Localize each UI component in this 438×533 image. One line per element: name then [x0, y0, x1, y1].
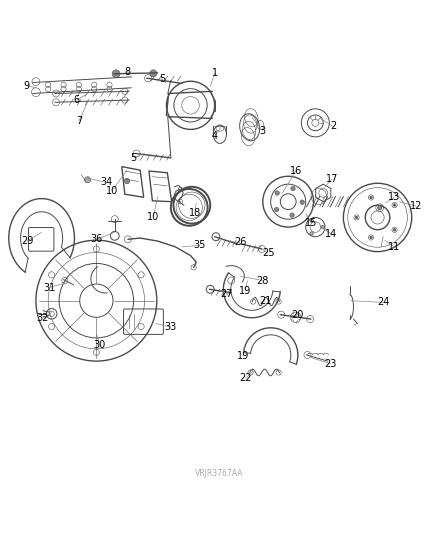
Text: 27: 27 [221, 289, 233, 298]
Circle shape [310, 232, 314, 235]
Circle shape [274, 207, 279, 212]
Circle shape [85, 177, 91, 183]
Text: 14: 14 [325, 229, 337, 239]
Text: 9: 9 [23, 80, 29, 91]
Circle shape [370, 196, 372, 199]
Text: 23: 23 [325, 359, 337, 369]
Text: 5: 5 [159, 74, 165, 84]
Text: 26: 26 [234, 237, 246, 247]
Text: 1: 1 [212, 68, 218, 78]
Circle shape [291, 187, 295, 191]
Circle shape [378, 206, 382, 210]
Text: 19: 19 [237, 351, 249, 361]
Text: 25: 25 [262, 248, 274, 259]
Text: 20: 20 [292, 310, 304, 320]
Circle shape [393, 229, 396, 231]
Text: 5: 5 [131, 153, 137, 163]
Circle shape [393, 204, 396, 206]
Text: 33: 33 [165, 322, 177, 332]
Text: 13: 13 [388, 192, 400, 203]
Text: 29: 29 [21, 236, 33, 246]
Text: 17: 17 [326, 174, 338, 184]
Text: 2: 2 [330, 122, 336, 131]
Text: 32: 32 [37, 313, 49, 323]
Circle shape [300, 200, 304, 204]
Text: 28: 28 [257, 276, 269, 286]
Text: 16: 16 [290, 166, 302, 176]
Text: 36: 36 [90, 235, 102, 244]
Text: 11: 11 [388, 242, 400, 252]
Text: 10: 10 [147, 213, 159, 222]
Text: 3: 3 [260, 126, 266, 136]
Text: 21: 21 [259, 296, 271, 305]
Text: 12: 12 [410, 201, 422, 211]
Text: VRJR3767AA: VRJR3767AA [195, 469, 243, 478]
Circle shape [370, 236, 372, 239]
Text: 4: 4 [212, 131, 218, 141]
Text: 10: 10 [106, 186, 118, 196]
Text: 22: 22 [239, 373, 251, 383]
Circle shape [275, 191, 279, 195]
Circle shape [355, 216, 358, 219]
Circle shape [150, 70, 157, 77]
Text: 19: 19 [239, 286, 251, 296]
Text: 35: 35 [193, 240, 205, 251]
Text: 6: 6 [74, 95, 80, 105]
Text: 24: 24 [377, 297, 389, 308]
Text: 31: 31 [43, 282, 55, 293]
Circle shape [124, 179, 130, 184]
Circle shape [310, 219, 314, 222]
Text: 7: 7 [76, 116, 82, 126]
Text: 34: 34 [100, 177, 112, 188]
Text: 30: 30 [94, 341, 106, 350]
Text: 8: 8 [124, 67, 130, 77]
Circle shape [321, 225, 325, 229]
Text: 18: 18 [189, 208, 201, 218]
Text: 15: 15 [305, 217, 317, 228]
Circle shape [290, 213, 294, 217]
Circle shape [112, 70, 120, 78]
